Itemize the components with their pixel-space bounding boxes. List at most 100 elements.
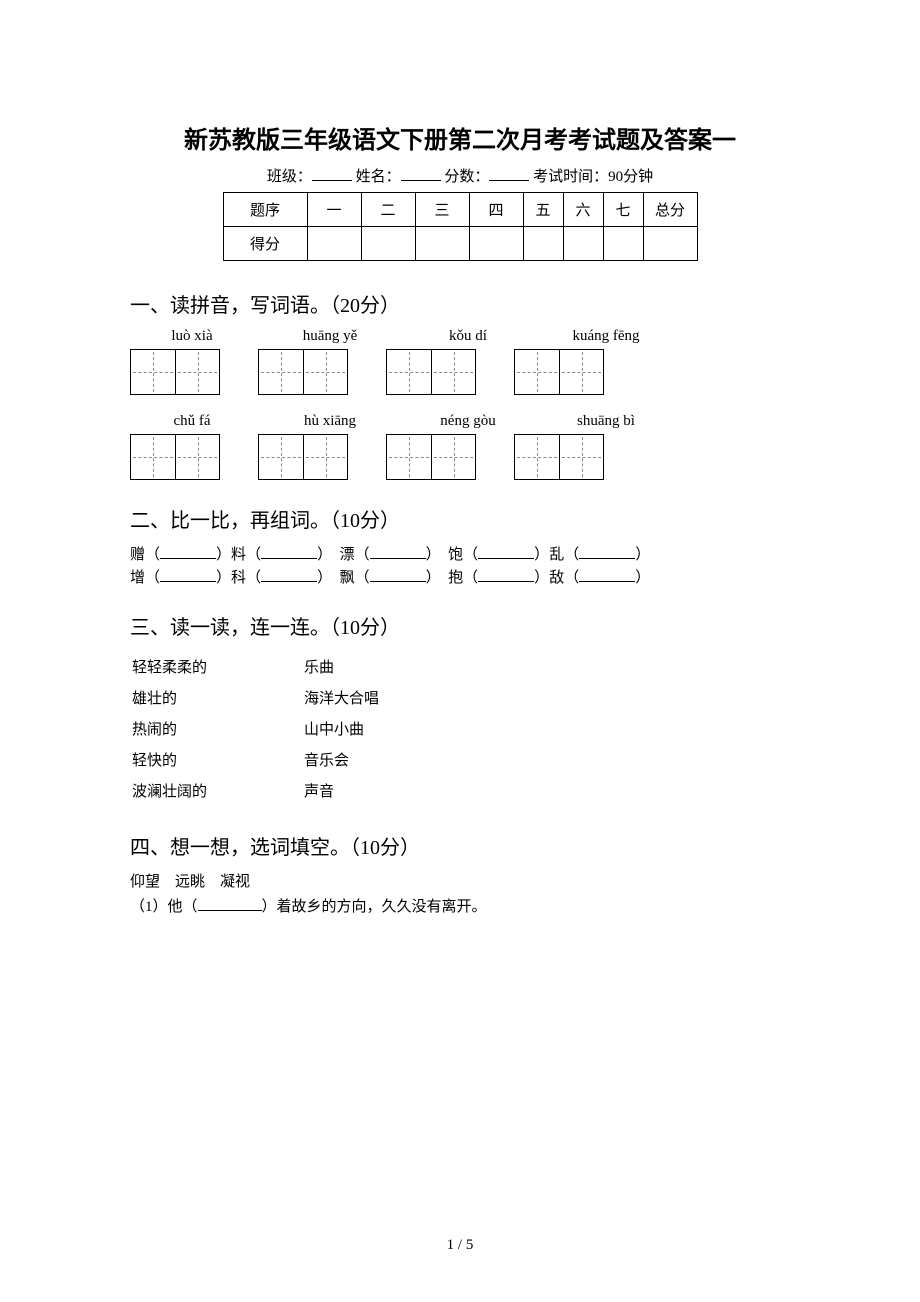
meta-line: 班级： 姓名： 分数： 考试时间：90分钟 (130, 165, 790, 186)
blank (198, 897, 262, 911)
blank (370, 568, 426, 582)
table-cell: 七 (603, 193, 643, 227)
pinyin-row: luò xià huāng yě kǒu dí kuáng fēng (142, 328, 790, 345)
char-cell (387, 435, 431, 479)
q2-char: 料 (231, 547, 246, 563)
char-cell (303, 350, 347, 394)
q2-char: 飘 (340, 570, 355, 586)
char-cell-pair (514, 434, 604, 480)
q3-row: 波澜壮阔的声音 (132, 776, 379, 805)
table-cell (563, 227, 603, 261)
q4-words: 仰望 远眺 凝视 (130, 870, 790, 891)
q3-left: 轻轻柔柔的 (132, 652, 302, 681)
q4-item-pre: （1）他（ (130, 899, 198, 915)
char-cell (559, 435, 603, 479)
time-label: 考试时间：90分钟 (533, 169, 653, 185)
table-cell: 总分 (643, 193, 697, 227)
q3-left: 雄壮的 (132, 683, 302, 712)
q3-right: 乐曲 (304, 652, 379, 681)
class-label: 班级： (267, 169, 312, 185)
char-cell (131, 435, 175, 479)
blank (160, 545, 216, 559)
q3-row: 轻快的音乐会 (132, 745, 379, 774)
name-blank (401, 165, 441, 181)
table-cell (469, 227, 523, 261)
char-box-row (130, 349, 790, 395)
blank (160, 568, 216, 582)
table-cell: 题序 (223, 193, 307, 227)
char-cell (303, 435, 347, 479)
q2-char: 科 (231, 570, 246, 586)
char-cell (515, 350, 559, 394)
q3-row: 雄壮的海洋大合唱 (132, 683, 379, 712)
char-cell (387, 350, 431, 394)
q4-item-post: ）着故乡的方向，久久没有离开。 (262, 899, 487, 915)
score-table: 题序 一 二 三 四 五 六 七 总分 得分 (223, 192, 698, 261)
section-heading-q4: 四、想一想，选词填空。（10分） (130, 831, 790, 860)
score-blank (489, 165, 529, 181)
q3-row: 热闹的山中小曲 (132, 714, 379, 743)
char-cell (431, 435, 475, 479)
char-cell (515, 435, 559, 479)
q3-table: 轻轻柔柔的乐曲 雄壮的海洋大合唱 热闹的山中小曲 轻快的音乐会 波澜壮阔的声音 (130, 650, 381, 807)
char-cell-pair (514, 349, 604, 395)
q2-line: 赠（）料（） 漂（） 饱（）乱（） (130, 543, 790, 564)
table-cell: 六 (563, 193, 603, 227)
char-cell-pair (386, 349, 476, 395)
q3-left: 波澜壮阔的 (132, 776, 302, 805)
blank (478, 568, 534, 582)
table-cell: 二 (361, 193, 415, 227)
q3-right: 山中小曲 (304, 714, 379, 743)
section-heading-q3: 三、读一读，连一连。（10分） (130, 611, 790, 640)
section-heading-q2: 二、比一比，再组词。（10分） (130, 504, 790, 533)
char-cell (131, 350, 175, 394)
q4-item: （1）他（ ）着故乡的方向，久久没有离开。 (130, 895, 790, 916)
document-title: 新苏教版三年级语文下册第二次月考考试题及答案一 (130, 120, 790, 155)
table-cell (361, 227, 415, 261)
blank (261, 568, 317, 582)
table-cell (643, 227, 697, 261)
table-row: 题序 一 二 三 四 五 六 七 总分 (223, 193, 697, 227)
q2-char: 抱 (448, 570, 463, 586)
q2-char: 乱 (549, 547, 564, 563)
pinyin-row: chǔ fá hù xiāng néng gòu shuāng bì (142, 413, 790, 430)
q3-right: 海洋大合唱 (304, 683, 379, 712)
char-cell (175, 435, 219, 479)
table-cell (307, 227, 361, 261)
blank (261, 545, 317, 559)
char-cell (259, 435, 303, 479)
blank (579, 545, 635, 559)
char-cell (559, 350, 603, 394)
score-label: 分数： (444, 169, 489, 185)
char-cell-pair (130, 434, 220, 480)
class-blank (312, 165, 352, 181)
blank (478, 545, 534, 559)
table-cell (415, 227, 469, 261)
table-cell: 三 (415, 193, 469, 227)
table-cell: 得分 (223, 227, 307, 261)
q3-row: 轻轻柔柔的乐曲 (132, 652, 379, 681)
page-indicator: 1 / 5 (0, 1237, 920, 1254)
pinyin: chǔ fá (142, 413, 242, 430)
document-page: 新苏教版三年级语文下册第二次月考考试题及答案一 班级： 姓名： 分数： 考试时间… (0, 0, 920, 1302)
blank (579, 568, 635, 582)
char-cell (175, 350, 219, 394)
pinyin: hù xiāng (280, 413, 380, 430)
pinyin: kuáng fēng (556, 328, 656, 345)
table-cell: 五 (523, 193, 563, 227)
q2-char: 漂 (340, 547, 355, 563)
char-cell-pair (130, 349, 220, 395)
char-cell-pair (386, 434, 476, 480)
pinyin: kǒu dí (418, 328, 518, 345)
section-heading-q1: 一、读拼音，写词语。（20分） (130, 289, 790, 318)
char-cell (259, 350, 303, 394)
q3-right: 声音 (304, 776, 379, 805)
pinyin: shuāng bì (556, 413, 656, 430)
table-cell (603, 227, 643, 261)
char-box-row (130, 434, 790, 480)
pinyin: néng gòu (418, 413, 518, 430)
q2-char: 敌 (549, 570, 564, 586)
char-cell-pair (258, 434, 348, 480)
table-cell: 一 (307, 193, 361, 227)
q3-left: 轻快的 (132, 745, 302, 774)
